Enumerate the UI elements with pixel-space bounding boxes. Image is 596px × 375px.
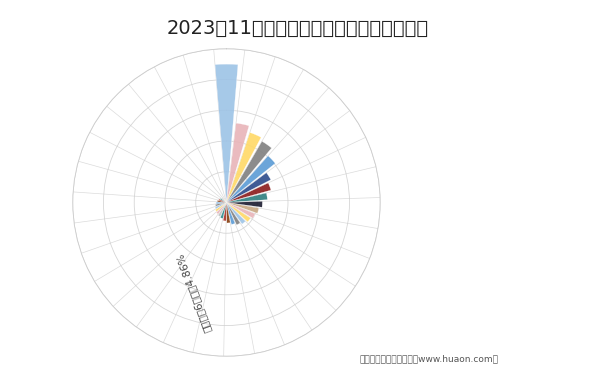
Bar (225, 200, 226, 202)
Bar (215, 202, 226, 206)
Text: 2023年11月四川原保险保费占全国收入比重: 2023年11月四川原保险保费占全国收入比重 (167, 19, 429, 38)
Bar (220, 198, 226, 202)
Bar (215, 202, 226, 211)
Bar (226, 183, 271, 203)
Bar (219, 199, 226, 202)
Bar (215, 64, 238, 202)
Bar (216, 202, 226, 214)
Bar (226, 202, 246, 224)
Bar (226, 201, 262, 207)
Bar (226, 202, 259, 213)
Bar (226, 202, 235, 225)
Bar (216, 202, 226, 204)
Bar (226, 123, 249, 202)
Bar (226, 202, 230, 223)
Bar (226, 202, 240, 225)
Bar (226, 193, 268, 202)
Bar (218, 202, 226, 216)
Bar (218, 200, 226, 202)
Bar (224, 199, 226, 202)
Bar (226, 202, 250, 222)
Text: 制图：华经产业研究院（www.huaon.com）: 制图：华经产业研究院（www.huaon.com） (359, 355, 499, 364)
Bar (226, 141, 272, 202)
Text: 四川排第6名，占4.86%: 四川排第6名，占4.86% (175, 251, 213, 333)
Bar (226, 173, 271, 202)
Bar (226, 156, 275, 203)
Bar (226, 202, 255, 218)
Bar (226, 132, 261, 202)
Bar (221, 202, 226, 219)
Bar (215, 202, 226, 209)
Bar (223, 202, 226, 221)
Bar (222, 198, 226, 202)
